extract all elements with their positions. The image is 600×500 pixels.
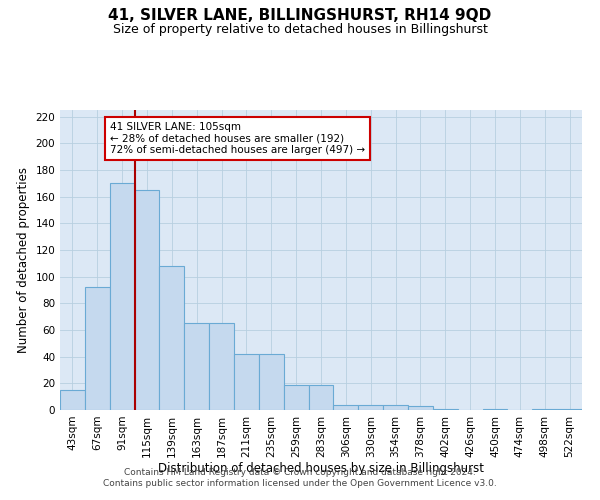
Bar xyxy=(557,408,582,410)
Bar xyxy=(383,404,408,410)
Bar xyxy=(532,408,557,410)
Bar xyxy=(358,404,383,410)
Text: Size of property relative to detached houses in Billingshurst: Size of property relative to detached ho… xyxy=(113,22,487,36)
Bar xyxy=(160,266,184,410)
Bar xyxy=(259,354,284,410)
Bar xyxy=(284,384,308,410)
Text: Distribution of detached houses by size in Billingshurst: Distribution of detached houses by size … xyxy=(158,462,484,475)
Bar xyxy=(482,408,508,410)
Y-axis label: Number of detached properties: Number of detached properties xyxy=(17,167,30,353)
Text: Contains HM Land Registry data © Crown copyright and database right 2024.
Contai: Contains HM Land Registry data © Crown c… xyxy=(103,468,497,487)
Text: 41 SILVER LANE: 105sqm
← 28% of detached houses are smaller (192)
72% of semi-de: 41 SILVER LANE: 105sqm ← 28% of detached… xyxy=(110,122,365,155)
Bar xyxy=(234,354,259,410)
Bar xyxy=(110,184,134,410)
Bar xyxy=(308,384,334,410)
Bar xyxy=(209,324,234,410)
Bar xyxy=(60,390,85,410)
Bar xyxy=(134,190,160,410)
Bar xyxy=(433,408,458,410)
Bar xyxy=(408,406,433,410)
Bar xyxy=(184,324,209,410)
Text: 41, SILVER LANE, BILLINGSHURST, RH14 9QD: 41, SILVER LANE, BILLINGSHURST, RH14 9QD xyxy=(109,8,491,22)
Bar xyxy=(85,288,110,410)
Bar xyxy=(334,404,358,410)
